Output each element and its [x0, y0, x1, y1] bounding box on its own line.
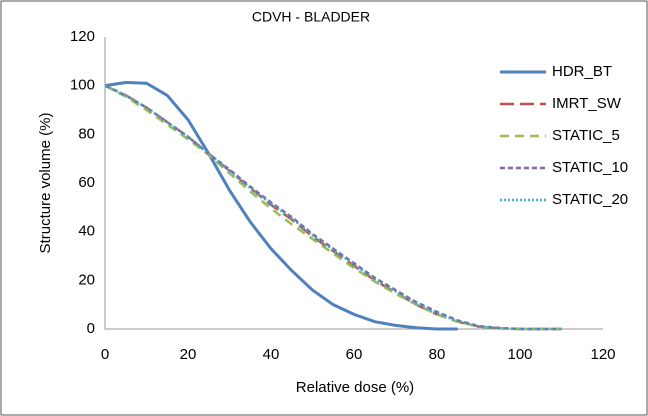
y-tick-label: 40	[78, 223, 95, 240]
legend-label: STATIC_20	[552, 191, 628, 208]
legend-label: HDR_BT	[552, 63, 612, 80]
x-tick-label: 100	[507, 346, 532, 363]
y-tick-label: 80	[78, 125, 95, 142]
x-tick-label: 40	[263, 346, 280, 363]
legend-label: STATIC_5	[552, 127, 620, 144]
y-tick-label: 20	[78, 271, 95, 288]
series-line	[104, 80, 458, 331]
y-tick-label: 100	[70, 77, 95, 94]
series-line	[104, 84, 562, 331]
y-tick-label: 0	[87, 320, 95, 337]
x-tick-label: 80	[429, 346, 446, 363]
chart-title: CDVH - BLADDER	[252, 9, 370, 25]
y-tick-label: 120	[70, 28, 95, 45]
legend-label: STATIC_10	[552, 159, 628, 176]
x-tick-label: 120	[590, 346, 615, 363]
x-tick-label: 20	[180, 346, 197, 363]
x-tick-label: 60	[346, 346, 363, 363]
y-axis-label: Structure volume (%)	[37, 113, 54, 254]
y-tick-label: 60	[78, 174, 95, 191]
x-tick-label: 0	[101, 346, 109, 363]
x-axis-label: Relative dose (%)	[296, 379, 414, 396]
series-line	[104, 84, 562, 331]
legend-label: IMRT_SW	[552, 95, 622, 112]
